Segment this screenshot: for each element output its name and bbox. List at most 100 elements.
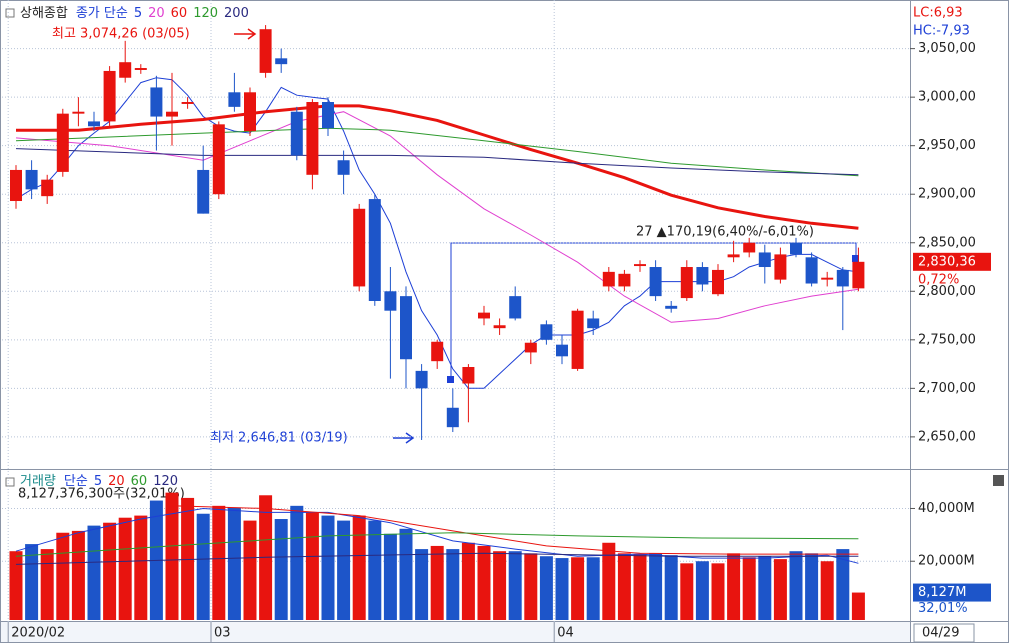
candle-body — [275, 58, 288, 65]
candle-body — [197, 169, 210, 214]
candle-body — [337, 160, 350, 175]
volume-bar — [337, 520, 351, 620]
ma-line — [171, 505, 859, 555]
volume-bar — [649, 553, 663, 620]
y-tick-label: 2,900,00 — [918, 187, 976, 202]
candle-body — [181, 102, 194, 104]
candle-body — [774, 254, 787, 280]
high-label: 최고 3,074,26 (03/05) — [52, 27, 190, 42]
volume-bar — [727, 553, 741, 620]
volume-bar — [695, 561, 709, 620]
panel-button[interactable] — [993, 475, 1004, 486]
volume-bar — [742, 557, 756, 620]
y-tick-label: 2,850,00 — [918, 235, 976, 250]
volume-bar — [805, 553, 819, 620]
last-price: 2,830,36 — [918, 254, 976, 269]
panel-icon — [5, 8, 15, 18]
y-tick-label: 3,000,00 — [918, 90, 976, 105]
candle-body — [790, 242, 802, 255]
volume-bar — [633, 554, 647, 620]
ma-line — [16, 104, 859, 230]
ma-line — [15, 507, 859, 564]
volume-bar — [25, 544, 39, 620]
volume-bar — [87, 525, 101, 620]
volume-bar — [836, 549, 850, 620]
candle-body — [758, 252, 771, 268]
volume-bar — [290, 505, 304, 620]
candle-body — [415, 370, 428, 389]
volume-bar — [493, 551, 507, 620]
volume-bar — [9, 551, 23, 620]
volume-bar — [617, 553, 631, 620]
hc-label: HC:-7,93 — [913, 24, 970, 39]
volume-bar — [851, 592, 865, 620]
volume-bar — [555, 558, 569, 620]
candle-body — [134, 68, 147, 70]
candle-body — [712, 269, 724, 295]
y-tick-label: 3,050,00 — [918, 41, 976, 56]
candle-body — [72, 111, 85, 114]
x-tick-label: 04 — [557, 626, 574, 641]
ma-line — [15, 127, 859, 177]
volume-bar — [134, 515, 148, 620]
volume-bar — [321, 515, 335, 620]
volume-bar — [524, 553, 538, 620]
candle-body — [119, 62, 132, 78]
x-tick-label: 2020/02 — [11, 626, 65, 641]
last-volume: 8,127M — [918, 585, 966, 600]
high-arrow — [234, 28, 257, 40]
candle-body — [384, 291, 397, 311]
volume-bar — [368, 520, 382, 620]
y-tick-label: 2,800,00 — [918, 284, 976, 299]
volume-bar — [664, 555, 678, 620]
legend: 상해종합 종가 단순 5 20 60 120 200 — [20, 6, 249, 21]
ma-line — [15, 148, 859, 176]
volume-bar — [820, 561, 834, 620]
candle-body — [478, 312, 490, 319]
y-tick-label: 40,000M — [918, 501, 975, 516]
last-price-box — [913, 252, 991, 271]
candle-body — [88, 121, 100, 127]
volume-bar — [477, 545, 491, 620]
candle-body — [852, 261, 865, 289]
candle-body — [322, 102, 334, 129]
volume-bar — [415, 549, 429, 620]
candle-body — [540, 324, 553, 340]
legend-entry: 20 — [148, 6, 165, 21]
legend-entry: 120 — [153, 474, 178, 489]
candle-body — [431, 341, 444, 362]
y-tick-label: 2,700,00 — [918, 381, 976, 396]
candle-body — [56, 113, 69, 172]
legend-entry: 5 — [134, 6, 142, 21]
legend-prefix: 단순 — [64, 474, 88, 489]
candle-body — [400, 296, 412, 360]
volume-bar — [118, 517, 132, 620]
date-box — [913, 623, 975, 643]
candle-body — [587, 318, 600, 329]
low-label: 최저 2,646,81 (03/19) — [210, 431, 348, 446]
volume-bar — [352, 515, 366, 620]
candle-body — [524, 342, 537, 353]
volume-bar — [571, 557, 585, 620]
volume-bar — [539, 556, 553, 620]
candle-body — [150, 87, 163, 117]
legend-title: 상해종합 — [20, 6, 68, 21]
legend-entry: 20 — [108, 474, 125, 489]
volume-bar — [680, 563, 694, 620]
candle-body — [10, 169, 22, 202]
candle-body — [821, 277, 834, 280]
panel-icon — [5, 477, 15, 487]
volume-bar — [71, 530, 85, 620]
candle-body — [571, 310, 584, 369]
last-change: 0,72% — [918, 272, 959, 287]
candle-body — [306, 102, 319, 175]
volume-bar — [399, 528, 413, 620]
measure-label: 27 ▲170,19(6,40%/-6,01%) — [636, 225, 814, 240]
candle-body — [41, 179, 54, 197]
candle-body — [244, 92, 256, 132]
volume-bar — [602, 542, 616, 620]
candle-body — [665, 305, 678, 309]
candle-body — [446, 407, 459, 428]
date-strip — [1, 622, 910, 642]
